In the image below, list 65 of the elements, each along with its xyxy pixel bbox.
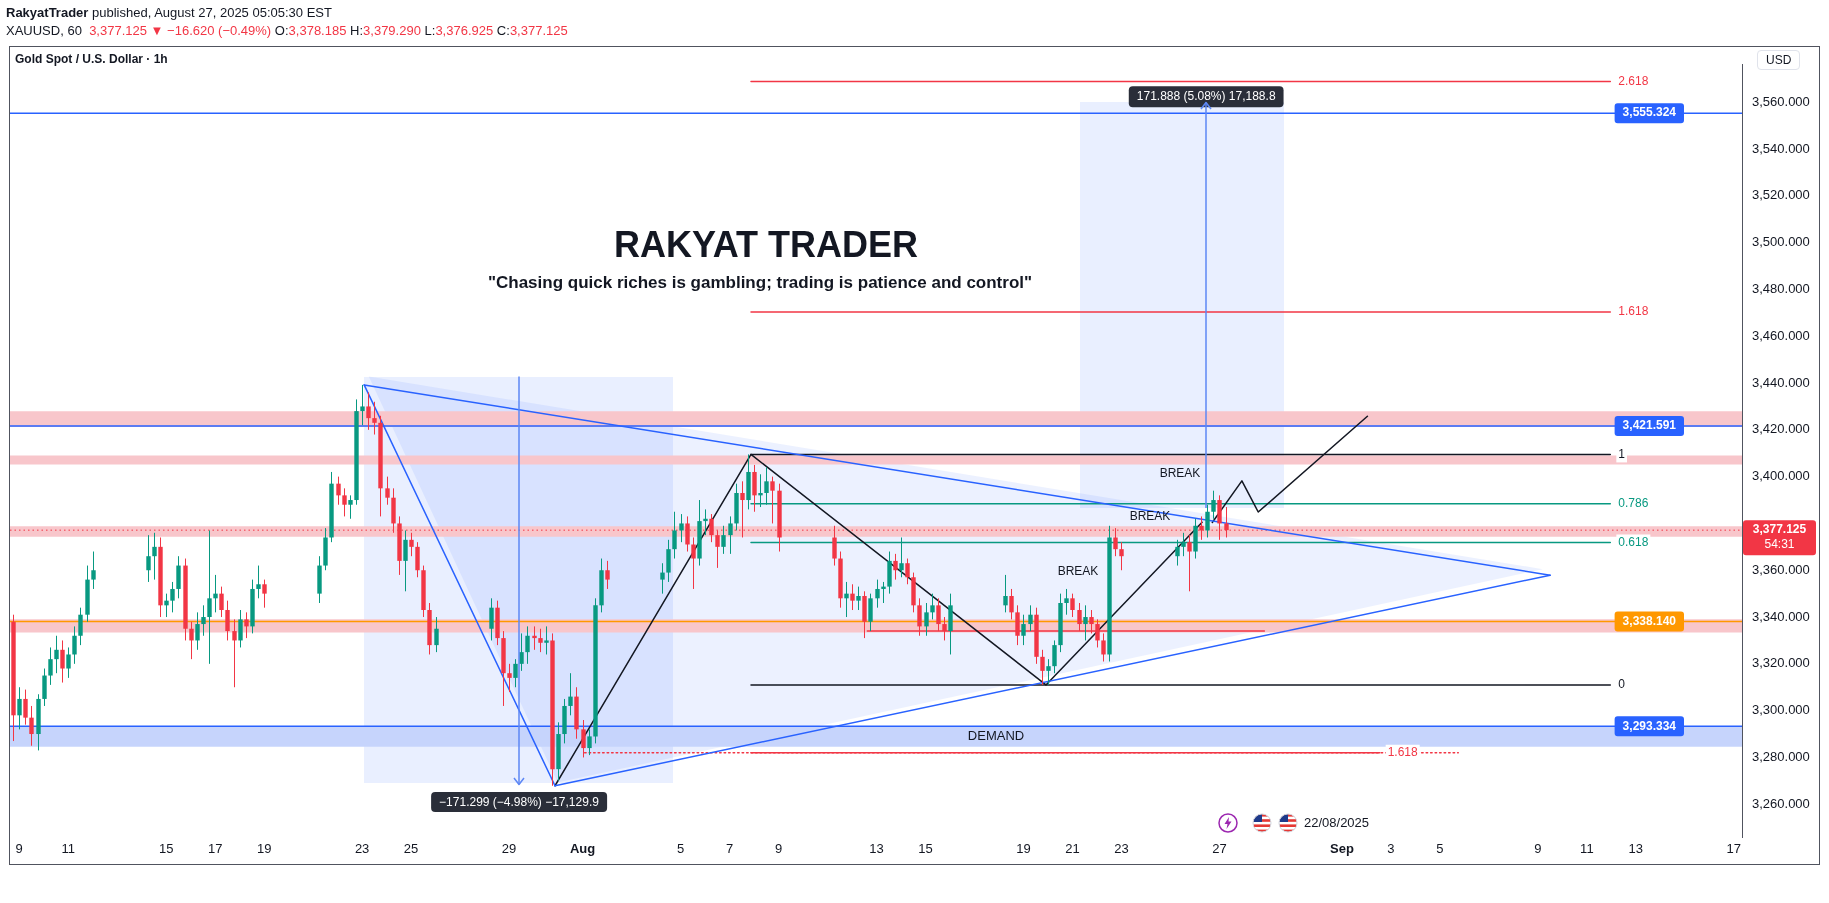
ref-line-label: 3,377.125 54:31 bbox=[1752, 522, 1807, 552]
text: "Chasing quick riches is gambling; trading is patience and control" bbox=[486, 273, 1034, 293]
x-tick-label: 9 bbox=[774, 841, 783, 857]
annotation: 22/08/2025 bbox=[1304, 815, 1370, 830]
annotation: −171.299 (−4.98%) −17,129.9 bbox=[431, 792, 607, 812]
x-tick-label: 13 bbox=[869, 841, 884, 857]
x-tick-label: 19 bbox=[256, 841, 272, 857]
series-label: 1.618 bbox=[1618, 304, 1649, 319]
ref-line-label: 3,338.140 bbox=[1622, 613, 1677, 628]
series-label: 1.618 bbox=[1387, 745, 1419, 760]
y-tick-label: 3,280.000 bbox=[1752, 749, 1810, 765]
ref-line-label: 3,421.591 bbox=[1622, 418, 1677, 433]
ref-line-label: 3,555.324 bbox=[1622, 105, 1677, 120]
annotation: Gold Spot / U.S. Dollar · 1h bbox=[15, 52, 168, 66]
x-tick-label: 5 bbox=[1436, 841, 1444, 857]
y-tick-label: 3,400.000 bbox=[1752, 468, 1810, 484]
annotation: BREAK bbox=[1057, 564, 1099, 578]
x-tick-label: 27 bbox=[1212, 841, 1227, 857]
series-label: 0.618 bbox=[1618, 534, 1649, 549]
series-label: 0 bbox=[1618, 677, 1626, 692]
y-tick-label: 3,480.000 bbox=[1752, 281, 1810, 297]
annotation: 171.888 (5.08%) 17,188.8 bbox=[1136, 89, 1276, 104]
series-label: 0.786 bbox=[1618, 496, 1649, 511]
y-tick-label: 3,440.000 bbox=[1752, 374, 1810, 390]
y-tick-label: 3,500.000 bbox=[1752, 234, 1810, 250]
y-tick-label: 3,560.000 bbox=[1752, 93, 1810, 109]
y-axis-title: USD bbox=[1757, 50, 1801, 70]
text: RakyatTrader published, August 27, 2025 05:05:30 EST bbox=[6, 5, 332, 20]
y-tick-label: 3,300.000 bbox=[1752, 702, 1810, 718]
ref-line-label: 3,293.334 bbox=[1622, 718, 1677, 733]
x-tick-label: 25 bbox=[403, 841, 419, 857]
x-tick-label: 17 bbox=[1726, 841, 1742, 857]
x-tick-label: 7 bbox=[725, 841, 734, 857]
y-tick-label: 3,520.000 bbox=[1752, 187, 1810, 203]
x-tick-label: 23 bbox=[354, 841, 370, 857]
x-tick-label: 15 bbox=[918, 841, 933, 857]
series-label: 2.618 bbox=[1618, 73, 1649, 88]
y-tick-label: 3,340.000 bbox=[1752, 608, 1810, 624]
x-tick-label: 11 bbox=[61, 841, 75, 857]
series-label: 1 bbox=[1618, 446, 1626, 461]
x-tick-label: Sep bbox=[1329, 841, 1354, 857]
y-tick-label: 3,540.000 bbox=[1752, 140, 1810, 156]
y-tick-label: 3,360.000 bbox=[1752, 561, 1810, 577]
band-label: DEMAND bbox=[967, 728, 1025, 744]
x-tick-label: 5 bbox=[676, 841, 685, 857]
x-tick-label: 17 bbox=[207, 841, 223, 857]
x-tick-label: 21 bbox=[1065, 841, 1080, 857]
y-tick-label: 3,260.000 bbox=[1752, 795, 1810, 811]
x-tick-label: 19 bbox=[1016, 841, 1031, 857]
text: XAUUSD, 60 3,377.125 ▼ −16.620 (−0.49%) O:3,378.185 H:3,379.290 L:3,376.925 C:3,377.125 bbox=[6, 23, 568, 38]
x-tick-label: 3 bbox=[1387, 841, 1395, 857]
x-tick-label: 13 bbox=[1628, 841, 1644, 857]
annotation: BREAK bbox=[1159, 466, 1201, 480]
x-tick-label: 23 bbox=[1114, 841, 1129, 857]
text: RAKYAT TRADER bbox=[613, 224, 919, 266]
x-tick-label: 29 bbox=[501, 841, 517, 857]
x-tick-label: 9 bbox=[1534, 841, 1542, 857]
y-tick-label: 3,420.000 bbox=[1752, 421, 1810, 437]
y-tick-label: 3,320.000 bbox=[1752, 655, 1810, 671]
x-tick-label: 15 bbox=[158, 841, 174, 857]
x-tick-label: Aug bbox=[569, 841, 596, 857]
y-tick-label: 3,460.000 bbox=[1752, 327, 1810, 343]
x-tick-label: 9 bbox=[15, 841, 23, 857]
annotation: BREAK bbox=[1129, 508, 1171, 523]
x-tick-label: 11 bbox=[1580, 841, 1594, 857]
